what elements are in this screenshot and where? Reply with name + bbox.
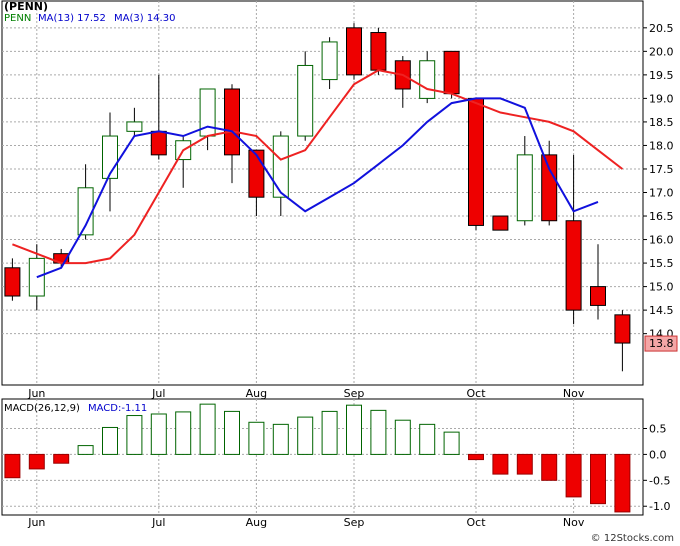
macd-ytick-label: 0.5: [649, 423, 667, 436]
macd-bar: [248, 421, 265, 455]
candle-body: [419, 60, 436, 99]
candle-body: [150, 130, 167, 156]
macd-month-label: Oct: [466, 516, 486, 529]
macd-bar: [394, 419, 411, 455]
macd-legend-name: MACD(26,12,9): [4, 403, 80, 414]
candle-body: [492, 215, 509, 231]
price-ytick-label: 14.5: [649, 304, 674, 317]
ma13-line: [36, 97, 599, 279]
price-ytick-label: 17.5: [649, 163, 674, 176]
brand-label: © 12Stocks.com: [590, 533, 674, 544]
price-ytick-label: 20.5: [649, 22, 674, 35]
candle-body: [272, 135, 289, 198]
macd-bar: [175, 411, 192, 455]
macd-bar: [4, 453, 21, 479]
macd-bar: [590, 453, 606, 505]
macd-bar: [199, 403, 216, 455]
macd-month-label: Jun: [27, 516, 45, 529]
last-price-label: 13.8: [649, 337, 674, 350]
candle-body: [4, 267, 21, 297]
candle-body: [297, 64, 314, 137]
price-month-label: Jun: [27, 387, 45, 400]
macd-bar: [28, 453, 45, 470]
macd-ytick-label: -1.0: [649, 500, 670, 513]
macd-bar: [492, 453, 509, 475]
macd-month-label: Nov: [563, 516, 585, 529]
price-ytick-label: 18.0: [649, 139, 674, 152]
price-ytick-label: 15.0: [649, 281, 674, 294]
price-legend-item: PENN: [4, 13, 31, 24]
macd-bar: [126, 415, 143, 455]
price-ytick-label: 20.0: [649, 45, 674, 58]
price-month-label: Sep: [344, 387, 365, 400]
macd-legend-value: MACD:-1.11: [88, 403, 147, 414]
last-price-box: [644, 335, 678, 352]
macd-bar: [516, 453, 533, 475]
macd-bar: [419, 423, 436, 455]
candle-body: [516, 154, 533, 222]
price-ytick-label: 17.0: [649, 187, 674, 200]
price-ytick-label: 18.5: [649, 116, 674, 129]
price-ytick-label: 19.0: [649, 92, 674, 105]
macd-ytick-label: 0.0: [649, 448, 667, 461]
price-legend-item: MA(13) 17.52: [38, 13, 106, 24]
price-month-label: Aug: [246, 387, 267, 400]
candle-body: [77, 187, 94, 236]
candle-body: [565, 220, 582, 311]
macd-bar: [346, 404, 362, 455]
price-month-label: Oct: [466, 387, 486, 400]
macd-bar: [77, 445, 94, 455]
price-ytick-label: 15.5: [649, 257, 674, 270]
ma3-line: [12, 69, 624, 265]
macd-bar: [297, 416, 314, 455]
macd-month-label: Jul: [151, 516, 165, 529]
macd-bar: [614, 453, 631, 513]
macd-bar: [102, 426, 118, 455]
macd-bar: [443, 431, 460, 455]
macd-bar: [272, 423, 289, 455]
price-month-label: Jul: [151, 387, 165, 400]
price-month-label: Nov: [563, 387, 585, 400]
candle-body: [370, 32, 387, 71]
candle-body: [126, 121, 143, 132]
chart-title: (PENN): [4, 0, 48, 13]
macd-bar: [468, 453, 484, 461]
price-legend-item: MA(3) 14.30: [114, 13, 175, 24]
macd-bar: [565, 453, 582, 498]
price-ytick-label: 16.5: [649, 210, 674, 223]
candle-body: [614, 314, 631, 344]
macd-bar: [370, 409, 387, 455]
candle-body: [443, 50, 460, 95]
price-ytick-label: 19.5: [649, 69, 674, 82]
candle-body: [468, 97, 484, 226]
macd-ytick-label: -0.5: [649, 474, 670, 487]
candle-body: [224, 88, 240, 156]
macd-month-label: Sep: [344, 516, 365, 529]
macd-month-label: Aug: [246, 516, 267, 529]
macd-bar: [321, 410, 338, 455]
candle-body: [248, 149, 265, 198]
price-ytick-label: 16.0: [649, 234, 674, 247]
candle-body: [541, 154, 558, 222]
candle-body: [346, 27, 362, 76]
macd-bar: [150, 413, 167, 455]
candle-body: [590, 286, 606, 306]
macd-bar: [541, 453, 558, 481]
macd-bar: [224, 410, 240, 455]
candle-body: [321, 41, 338, 81]
macd-bar: [53, 453, 70, 464]
